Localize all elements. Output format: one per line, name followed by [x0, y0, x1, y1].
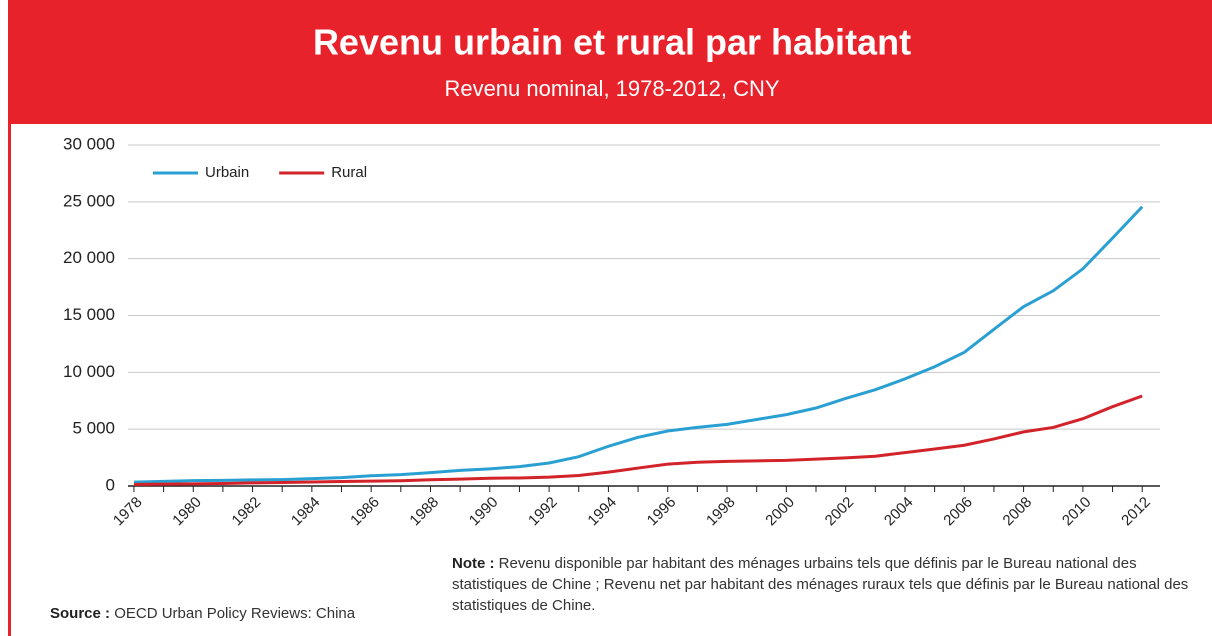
x-tick-label: 1998	[703, 494, 739, 530]
x-tick-label: 2012	[1118, 494, 1154, 530]
note: Note : Revenu disponible par habitant de…	[452, 553, 1197, 616]
y-tick-label: 25 000	[63, 191, 115, 210]
chart-subtitle: Revenu nominal, 1978-2012, CNY	[444, 76, 779, 101]
series-line	[133, 205, 1144, 484]
note-text: Revenu disponible par habitant des ménag…	[452, 555, 1189, 614]
x-tick-label: 1996	[644, 494, 680, 530]
x-tick-label: 2008	[1000, 494, 1036, 530]
left-border	[8, 124, 11, 636]
source-label: Source :	[50, 605, 111, 622]
header-band	[8, 0, 1212, 124]
source: Source : OECD Urban Policy Reviews: Chin…	[50, 603, 355, 624]
x-tick-label: 2004	[881, 494, 917, 530]
x-tick-label: 2006	[940, 494, 976, 530]
y-tick-label: 15 000	[63, 305, 115, 324]
x-tick-label: 2002	[822, 494, 858, 530]
x-tick-label: 1984	[288, 494, 324, 530]
x-tick-label: 1994	[584, 494, 620, 530]
source-text: OECD Urban Policy Reviews: China	[114, 605, 356, 622]
y-tick-label: 20 000	[63, 248, 115, 267]
x-tick-label: 1992	[525, 494, 561, 530]
x-tick-label: 1986	[347, 494, 383, 530]
y-tick-label: 30 000	[63, 134, 115, 153]
y-tick-label: 5 000	[72, 419, 115, 438]
legend-label: Urbain	[205, 164, 249, 181]
y-tick-label: 0	[106, 475, 115, 494]
chart-title: Revenu urbain et rural par habitant	[313, 22, 911, 63]
x-tick-label: 2000	[762, 494, 798, 530]
x-tick-label: 1980	[169, 494, 205, 530]
x-tick-label: 1982	[229, 494, 265, 530]
note-label: Note :	[452, 555, 495, 572]
x-tick-label: 1988	[406, 494, 442, 530]
legend-label: Rural	[331, 164, 367, 181]
x-tick-label: 1990	[466, 494, 502, 530]
x-tick-label: 2010	[1059, 494, 1095, 530]
y-tick-label: 10 000	[63, 362, 115, 381]
series-line	[133, 394, 1143, 486]
x-tick-label: 1978	[110, 494, 146, 530]
